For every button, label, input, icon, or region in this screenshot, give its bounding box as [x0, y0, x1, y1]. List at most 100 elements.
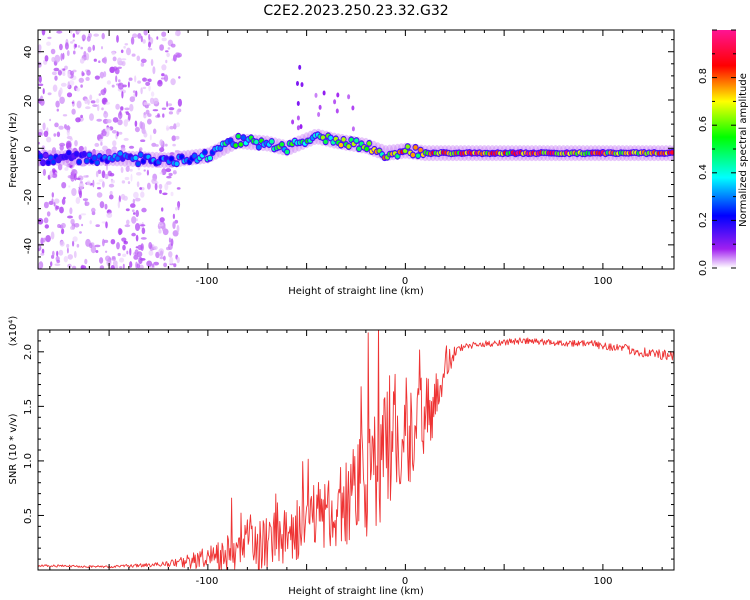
noise-point	[172, 213, 175, 219]
noise-point	[333, 99, 337, 105]
noise-point	[97, 187, 101, 190]
noise-point	[66, 135, 73, 140]
noise-point	[131, 216, 137, 224]
noise-point	[161, 225, 166, 232]
ridge-point	[413, 145, 418, 150]
ridge-point	[46, 160, 51, 165]
noise-point	[106, 212, 113, 218]
noise-point	[298, 64, 302, 70]
noise-point	[117, 57, 122, 65]
noise-point	[124, 107, 130, 111]
noise-point	[67, 263, 72, 268]
noise-point	[129, 103, 134, 112]
noise-point	[92, 44, 95, 51]
noise-point	[147, 78, 152, 83]
ridge-point	[66, 150, 72, 156]
noise-point	[159, 172, 163, 175]
noise-point	[60, 222, 66, 229]
noise-point	[116, 131, 119, 137]
noise-point	[153, 245, 158, 250]
noise-point	[89, 94, 93, 101]
noise-point	[140, 58, 147, 63]
noise-point	[135, 209, 139, 218]
noise-point	[159, 256, 164, 260]
noise-point	[161, 31, 167, 37]
noise-point	[79, 181, 84, 190]
noise-point	[122, 195, 128, 201]
noise-point	[117, 119, 123, 126]
noise-point	[174, 150, 180, 153]
noise-point	[43, 130, 49, 137]
noise-point	[151, 263, 155, 268]
noise-point	[159, 217, 165, 223]
spectrogram-ytick-label: -20	[23, 189, 34, 205]
noise-point	[296, 101, 300, 106]
noise-point	[167, 103, 173, 107]
noise-point	[68, 185, 71, 188]
spectrogram-xtick-label: 100	[593, 276, 612, 287]
noise-point	[70, 30, 73, 35]
noise-point	[59, 96, 65, 105]
noise-point	[143, 169, 146, 172]
noise-point	[119, 266, 123, 269]
noise-point	[105, 221, 108, 229]
figure-title: C2E2.2023.250.23.32.G32	[263, 3, 448, 19]
colorbar-label: Normalized spectral amplitude	[738, 73, 749, 227]
ridge-point	[84, 158, 90, 164]
noise-point	[153, 128, 157, 135]
noise-point	[148, 242, 153, 249]
noise-point	[79, 231, 82, 234]
noise-point	[81, 70, 84, 77]
snr-ytick-label: 2.0	[23, 344, 34, 360]
noise-point	[136, 263, 141, 269]
noise-point	[141, 227, 146, 235]
noise-point	[95, 170, 99, 178]
noise-point	[93, 33, 99, 37]
noise-point	[60, 53, 63, 61]
noise-point	[52, 84, 58, 92]
noise-point	[104, 203, 108, 210]
noise-point	[172, 143, 176, 147]
noise-point	[99, 257, 104, 264]
noise-point	[74, 43, 78, 48]
noise-point	[103, 110, 107, 115]
noise-point	[176, 52, 182, 58]
noise-point	[159, 250, 164, 258]
colorbar-tick-label: 0.6	[698, 116, 709, 132]
noise-point	[172, 170, 177, 175]
noise-point	[132, 90, 136, 93]
noise-point	[65, 140, 72, 149]
noise-point	[174, 219, 179, 224]
ridge-point	[341, 137, 346, 142]
noise-point	[56, 250, 59, 257]
noise-point	[87, 46, 92, 53]
noise-point	[102, 145, 108, 151]
spectrogram-ticks	[38, 30, 674, 270]
noise-point	[91, 207, 96, 213]
noise-point	[61, 198, 66, 205]
noise-point	[102, 99, 107, 105]
noise-point	[131, 232, 136, 237]
noise-point	[172, 221, 176, 230]
noise-point	[59, 206, 64, 214]
noise-point	[112, 56, 117, 62]
noise-point	[54, 54, 61, 63]
noise-point	[168, 107, 175, 111]
noise-point	[296, 125, 300, 131]
noise-point	[166, 175, 172, 179]
noise-point	[168, 251, 173, 258]
noise-point	[157, 80, 163, 87]
noise-point	[144, 104, 149, 109]
noise-point	[86, 180, 91, 186]
noise-point	[47, 92, 52, 96]
noise-point	[150, 58, 154, 67]
noise-point	[121, 91, 124, 99]
noise-point	[140, 243, 144, 252]
noise-point	[44, 224, 49, 229]
noise-point	[122, 244, 126, 251]
noise-point	[161, 168, 167, 176]
noise-point	[173, 263, 177, 268]
noise-point	[79, 164, 86, 167]
noise-point	[92, 179, 95, 188]
noise-point	[121, 180, 126, 184]
